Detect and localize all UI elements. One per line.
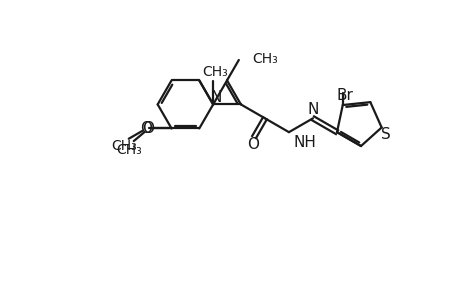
Text: CH₃: CH₃ — [252, 52, 278, 66]
Text: CH₃: CH₃ — [111, 139, 137, 153]
Text: O: O — [246, 137, 258, 152]
Text: S: S — [380, 127, 390, 142]
Text: N: N — [210, 90, 221, 105]
Text: CH₃: CH₃ — [116, 142, 141, 157]
Text: N: N — [307, 102, 318, 117]
Text: O: O — [141, 121, 153, 136]
Text: CH₃: CH₃ — [202, 65, 228, 79]
Text: O: O — [140, 121, 152, 136]
Text: Br: Br — [336, 88, 353, 103]
Text: NH: NH — [293, 135, 316, 150]
